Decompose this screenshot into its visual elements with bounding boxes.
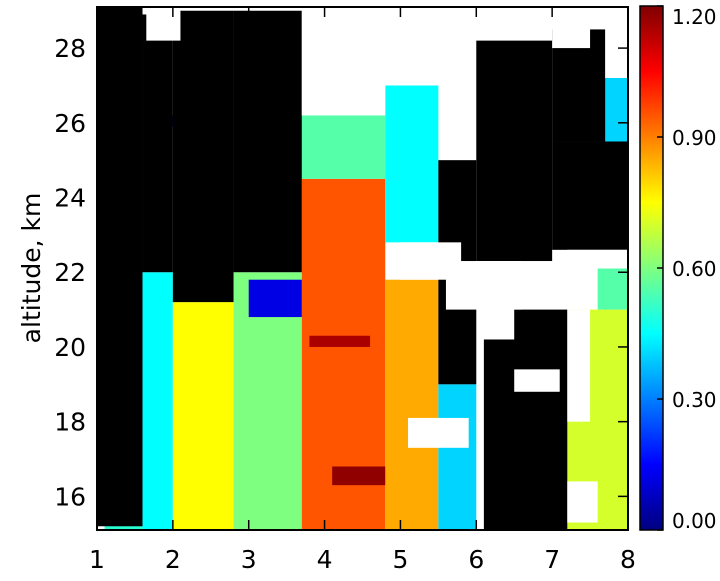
white-region-7 bbox=[567, 481, 598, 523]
y-tick-label-2: 20 bbox=[54, 333, 86, 362]
white-region-6 bbox=[408, 417, 469, 448]
colorbar: 0.00 0.30 0.60 0.90 1.20 bbox=[639, 5, 717, 533]
x-tick-label-4: 5 bbox=[392, 545, 408, 574]
white-region-9 bbox=[567, 249, 628, 269]
color-band-12 bbox=[605, 77, 628, 142]
y-axis: 16 18 20 22 24 26 28 bbox=[54, 34, 628, 511]
colorbar-tick-label-4: 1.20 bbox=[672, 5, 717, 29]
x-tick-label-7: 8 bbox=[620, 545, 636, 574]
x-tick-label-1: 2 bbox=[165, 545, 181, 574]
color-band-2 bbox=[142, 272, 173, 530]
black-region-0 bbox=[97, 7, 143, 527]
y-tick-label-5: 26 bbox=[54, 109, 86, 138]
color-band-11 bbox=[597, 268, 628, 310]
black-region-2 bbox=[172, 10, 234, 303]
plot-area bbox=[97, 7, 628, 530]
color-band-3 bbox=[172, 302, 234, 530]
black-region-3 bbox=[233, 10, 302, 273]
y-tick-label-4: 24 bbox=[54, 184, 86, 213]
x-tick-label-2: 3 bbox=[241, 545, 257, 574]
black-region-1 bbox=[142, 14, 173, 273]
black-regions bbox=[97, 7, 628, 530]
white-region-5 bbox=[514, 369, 560, 392]
x-tick-label-0: 1 bbox=[89, 545, 105, 574]
color-band-17 bbox=[248, 279, 302, 318]
colorbar-tick-label-2: 0.60 bbox=[672, 257, 717, 281]
black-region-5 bbox=[476, 40, 553, 262]
white-region-4 bbox=[445, 261, 522, 310]
color-band-15 bbox=[309, 335, 371, 347]
y-tick-label-0: 16 bbox=[54, 482, 86, 511]
color-band-16 bbox=[332, 466, 386, 486]
x-tick-label-3: 4 bbox=[317, 545, 333, 574]
y-tick-label-6: 28 bbox=[54, 34, 86, 63]
black-region-8 bbox=[552, 141, 628, 250]
x-axis: 1 2 3 4 5 6 7 8 bbox=[89, 7, 636, 574]
color-band-7 bbox=[385, 279, 439, 530]
y-tick-label-1: 18 bbox=[54, 408, 86, 437]
white-region-8 bbox=[567, 309, 591, 422]
black-region-7 bbox=[514, 309, 568, 530]
white-region-1 bbox=[301, 7, 386, 116]
plot-frame bbox=[96, 6, 629, 531]
x-tick-label-5: 6 bbox=[468, 545, 484, 574]
colorbar-tick-label-3: 0.90 bbox=[672, 126, 717, 150]
x-tick-label-6: 7 bbox=[544, 545, 560, 574]
color-band-6 bbox=[301, 115, 386, 179]
colorbar-tick-label-1: 0.30 bbox=[672, 388, 717, 412]
colorbar-ticks: 0.00 0.30 0.60 0.90 1.20 bbox=[657, 5, 717, 533]
y-axis-label: altitude, km bbox=[17, 193, 46, 344]
colorbar-tick-label-0: 0.00 bbox=[672, 509, 717, 533]
y-tick-label-3: 22 bbox=[54, 258, 86, 287]
white-region-10 bbox=[605, 21, 628, 78]
white-region-2 bbox=[385, 7, 454, 86]
white-regions bbox=[146, 7, 628, 523]
white-region-0 bbox=[146, 7, 181, 41]
white-region-11 bbox=[552, 7, 591, 49]
color-band-9 bbox=[438, 384, 477, 530]
color-bands bbox=[97, 77, 628, 530]
color-band-8 bbox=[385, 85, 439, 243]
